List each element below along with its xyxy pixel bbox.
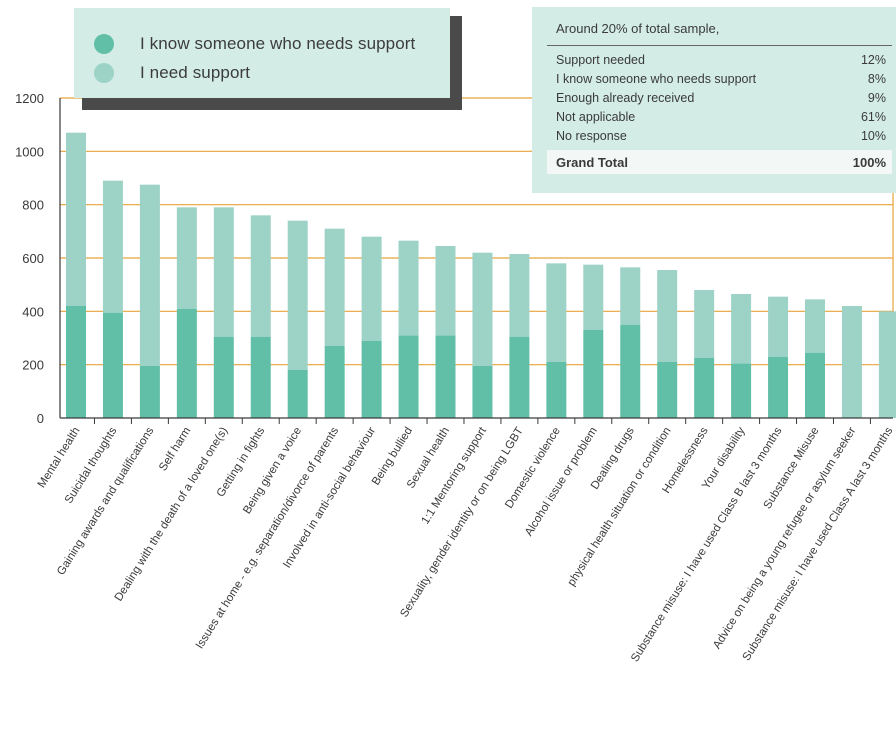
summary-row-value: 8% xyxy=(867,72,886,86)
summary-table: Around 20% of total sample, Support need… xyxy=(532,7,896,193)
y-tick-label: 600 xyxy=(22,251,44,266)
bar-need-support xyxy=(472,252,493,366)
summary-row-label: Not applicable xyxy=(556,110,636,124)
bar-need-support xyxy=(176,207,197,309)
bar-need-support xyxy=(66,132,86,306)
legend-item-need-support: I need support xyxy=(94,59,250,87)
bar-know-someone xyxy=(213,336,234,418)
bar-know-someone xyxy=(620,324,641,418)
bar-need-support xyxy=(731,294,752,364)
legend-swatch-need-support xyxy=(94,63,114,83)
bar-know-someone xyxy=(805,352,825,418)
legend: I know someone who needs support I need … xyxy=(74,8,450,98)
summary-row-label: No response xyxy=(556,129,627,143)
bar-need-support xyxy=(435,246,456,336)
y-tick-label: 400 xyxy=(22,304,44,319)
summary-row-label: Enough already received xyxy=(556,91,695,105)
summary-row: Enough already received 9% xyxy=(556,91,886,110)
bar-know-someone xyxy=(731,363,752,418)
bar-need-support xyxy=(139,184,160,366)
bar-need-support xyxy=(657,270,678,362)
y-tick-label: 1200 xyxy=(15,91,44,106)
y-tick-label: 1000 xyxy=(15,144,44,159)
x-tick-label: Issues at home - e.g. separation/divorce… xyxy=(194,425,342,651)
bar-know-someone xyxy=(583,330,604,418)
summary-row: Support needed 12% xyxy=(556,53,886,72)
summary-row: I know someone who needs support 8% xyxy=(556,72,886,91)
bar-need-support xyxy=(213,207,234,337)
axes xyxy=(59,98,893,419)
bar-need-support xyxy=(805,299,825,353)
summary-row-value: 12% xyxy=(860,53,886,67)
bar-know-someone xyxy=(694,358,715,418)
bar-know-someone xyxy=(435,335,456,418)
bar-know-someone xyxy=(509,336,530,418)
y-axis-ticks: 0 200 400 600 800 1000 1200 xyxy=(15,91,44,426)
summary-total-value: 100% xyxy=(852,154,886,170)
bar-need-support xyxy=(324,228,345,346)
bar-know-someone xyxy=(324,346,345,418)
bar-know-someone xyxy=(472,366,493,418)
bar-know-someone xyxy=(102,312,123,418)
bar-need-support xyxy=(841,306,862,418)
x-tick-label: Self harm xyxy=(157,425,193,473)
bar-need-support xyxy=(509,254,530,337)
legend-label: I need support xyxy=(140,63,251,82)
bar-need-support xyxy=(102,180,123,313)
summary-row: No response 10% xyxy=(556,129,886,148)
bar-need-support xyxy=(361,236,382,341)
bar-know-someone xyxy=(657,362,678,418)
bars xyxy=(66,132,896,424)
summary-row-value: 10% xyxy=(860,129,886,143)
bar-need-support xyxy=(620,267,641,325)
bar-know-someone xyxy=(139,366,160,418)
legend-swatch-know-someone xyxy=(94,34,114,54)
bar-need-support xyxy=(878,311,896,418)
bar-know-someone xyxy=(768,356,789,418)
bar-know-someone xyxy=(361,340,382,418)
summary-title: Around 20% of total sample, xyxy=(556,21,720,36)
bar-need-support xyxy=(583,264,604,330)
summary-row: Not applicable 61% xyxy=(556,110,886,129)
bar-need-support xyxy=(287,220,308,370)
legend-label: I know someone who needs support xyxy=(140,34,416,53)
summary-total-row: Grand Total 100% xyxy=(547,150,892,174)
x-tick-label: 1:1 Mentoring support xyxy=(420,425,490,527)
bar-need-support xyxy=(546,263,567,362)
bar-need-support xyxy=(694,290,715,358)
bar-know-someone xyxy=(66,306,86,418)
bar-need-support xyxy=(398,240,419,336)
bar-need-support xyxy=(250,215,271,337)
bar-know-someone xyxy=(287,370,308,418)
legend-item-know-someone: I know someone who needs support xyxy=(94,30,415,58)
summary-total-label: Grand Total xyxy=(556,154,628,170)
bar-know-someone xyxy=(398,335,419,418)
summary-row-label: I know someone who needs support xyxy=(556,72,757,86)
bar-need-support xyxy=(768,296,789,357)
summary-row-value: 9% xyxy=(867,91,886,105)
summary-row-value: 61% xyxy=(860,110,886,124)
summary-row-label: Support needed xyxy=(556,53,645,67)
x-tick-label: Alcohol issue or problem xyxy=(523,425,600,538)
x-tick-label: Advice on being a young refugee or asylu… xyxy=(711,425,858,651)
bar-know-someone xyxy=(250,336,271,418)
y-tick-label: 800 xyxy=(22,198,44,213)
bar-know-someone xyxy=(176,308,197,418)
y-tick-label: 0 xyxy=(37,411,44,426)
bar-know-someone xyxy=(546,362,567,418)
y-tick-label: 200 xyxy=(22,358,44,373)
summary-divider xyxy=(547,45,892,46)
